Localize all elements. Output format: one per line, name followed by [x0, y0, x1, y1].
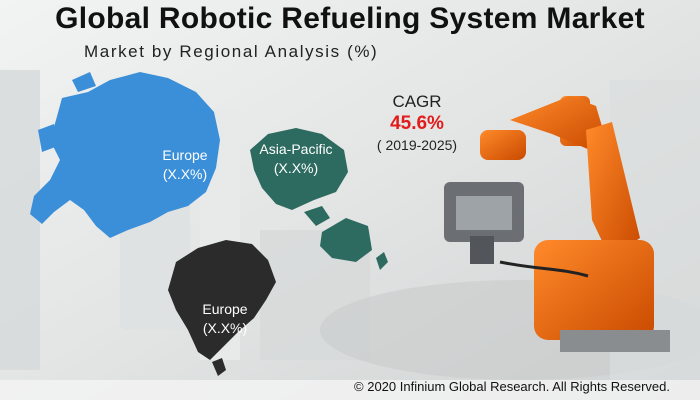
cagr-period: ( 2019-2025) — [376, 137, 458, 153]
page-title: Global Robotic Refueling System Market — [55, 2, 645, 35]
north-america-map-dark — [168, 240, 276, 360]
region-share: (X.X%) — [202, 320, 248, 336]
region-label-asia-pacific: Asia-Pacific (X.X%) — [246, 140, 346, 178]
cagr-block: CAGR 45.6% ( 2019-2025) — [352, 92, 482, 153]
region-name: Asia-Pacific — [259, 141, 333, 157]
region-share: (X.X%) — [162, 166, 208, 182]
region-share: (X.X%) — [273, 160, 319, 176]
region-label-europe-dark: Europe (X.X%) — [180, 300, 270, 338]
europe-map-blue — [30, 72, 220, 238]
cagr-label: CAGR — [392, 92, 442, 111]
asia-pacific-map-green — [250, 128, 348, 210]
copyright-footer: © 2020 Infinium Global Research. All Rig… — [354, 379, 670, 394]
cagr-value: 45.6% — [390, 113, 444, 134]
region-name: Europe — [202, 301, 248, 317]
page-subtitle: Market by Regional Analysis (%) — [84, 42, 379, 61]
region-label-europe-blue: Europe (X.X%) — [140, 146, 230, 184]
region-name: Europe — [162, 147, 208, 163]
robot-arm-image — [444, 96, 670, 352]
